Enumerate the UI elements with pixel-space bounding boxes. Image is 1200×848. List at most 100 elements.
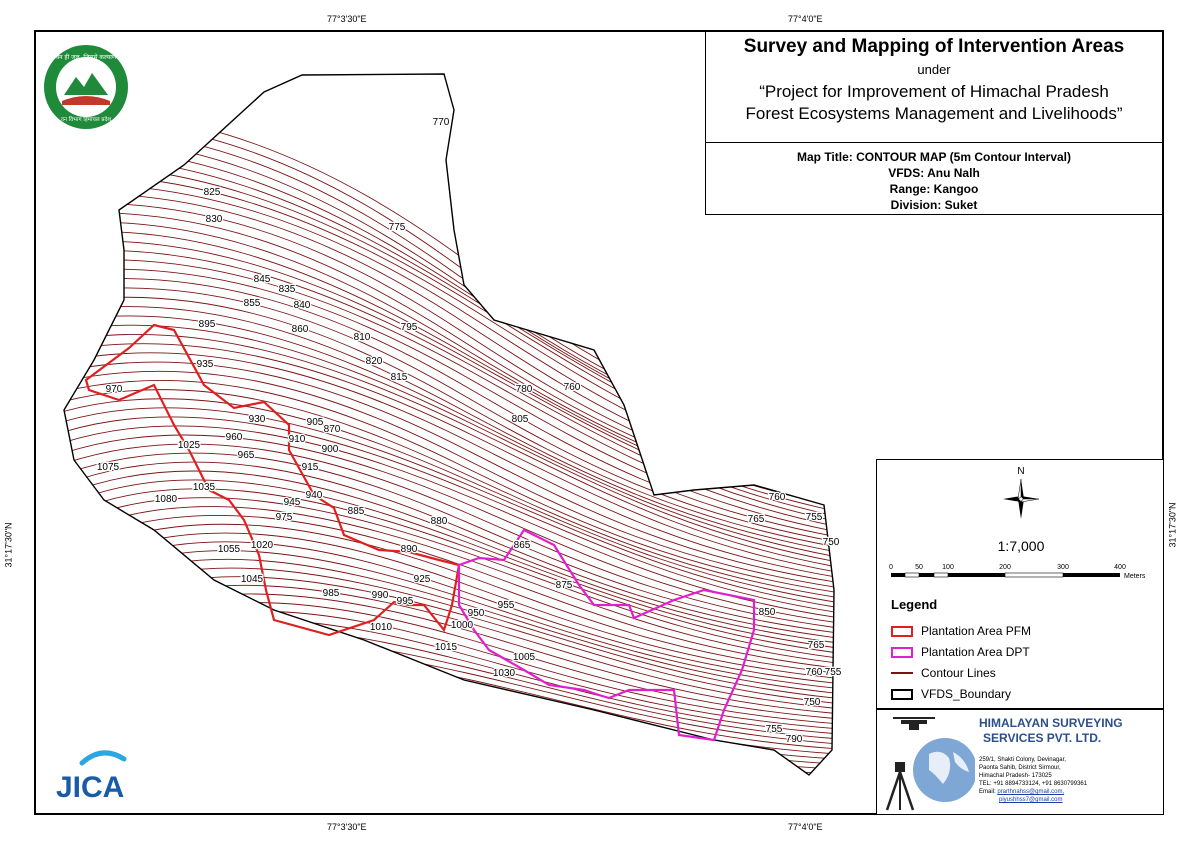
contour-line [64,452,834,636]
contour-label: 915 [302,462,319,473]
contour-label: 1020 [251,540,274,551]
contour-label: 1075 [97,462,120,473]
forest-department-seal-logo: वन ही जल, जिससे कल्याण वन विभाग हिमाचल प… [44,45,128,129]
legend-item-contour: Contour Lines [891,665,996,681]
contour-line [64,259,834,531]
contour-line [64,389,834,601]
contour-label: 1000 [451,620,474,631]
contour-label: 775 [389,222,406,233]
contour-label: 890 [401,544,418,555]
contour-label: 885 [348,506,365,517]
contour-line [64,352,834,581]
contour-label: 840 [294,300,311,311]
contour-label: 860 [292,324,309,335]
division-text: Division: Suket [890,198,978,212]
scale-tick-label: 400 [1114,564,1126,571]
contour-line [64,361,834,586]
contour-label: 950 [468,608,485,619]
contour-label: 765 [748,514,765,525]
company-panel: HIMALAYAN SURVEYING SERVICES PVT. LTD. 2… [876,709,1164,815]
contour-label: 805 [512,414,529,425]
vfds-boundary [63,73,835,776]
contour-label: 845 [254,274,271,285]
contour-label: 975 [276,512,293,523]
coord-bottom-left: 77°3'30"E [327,822,367,832]
scale-tick-label: 0 [889,564,893,571]
scale-tick-label: 200 [999,564,1011,571]
contour-line [64,479,834,651]
map-frame [34,30,1164,815]
contour-line [64,343,834,576]
contour-label: 820 [366,356,383,367]
scale-tick-label: 100 [942,564,954,571]
surveyor-drone-globe-icon [885,717,975,811]
contour-label: 995 [397,596,414,607]
contour-line [64,497,834,661]
boundary-swatch [891,688,913,700]
contour-line [64,278,834,541]
coord-bottom-right: 77°4'0"E [788,822,823,832]
contour-label: 790 [786,734,803,745]
contour-line [69,550,834,691]
scale-tick-label: 300 [1057,564,1069,571]
contour-line [64,514,834,671]
contour-label: 985 [323,588,340,599]
contour-label: 1030 [493,668,516,679]
legend-item-dpt: Plantation Area DPT [891,644,1030,660]
scale-bar: 0 50 100 200 300 400 Meters [889,564,1146,580]
plantation-pfm-area [84,323,461,637]
contour-label: 935 [197,359,214,370]
svg-text:JICA: JICA [56,771,124,804]
contour-line [64,370,834,591]
legend-item-pfm: Plantation Area PFM [891,623,1031,639]
north-label: N [1017,466,1025,477]
contour-label: 875 [556,580,573,591]
contour-label: 755 [766,724,783,735]
address-line: Himachal Pradesh- 173025 [979,773,1052,779]
contour-line [64,443,834,631]
legend-item-boundary: VFDS_Boundary [891,686,1011,702]
contour-label: 1025 [178,440,201,451]
contour-line [64,470,834,646]
contour-label: 1045 [241,574,264,585]
dpt-swatch [891,646,913,658]
company-address: 259/1, Shakti Colony, Devinagar, Paonta … [979,756,1087,804]
contour-label: 750 [804,697,821,708]
email-label: Email: [979,789,996,795]
contour-label: 970 [106,384,123,395]
coord-top-left: 77°3'30"E [327,14,367,24]
company-name-line2: SERVICES PVT. LTD. [983,731,1102,745]
contour-map[interactable]: 770 775 825 830 835 845 855 840 860 810 820 815 795 7… [34,30,1164,815]
contour-label: 900 [322,444,339,455]
scale-unit: Meters [1124,573,1146,580]
contour-label: 1080 [155,494,178,505]
contour-label: 770 [433,117,450,128]
contour-label: 1005 [513,652,536,663]
jica-logo: JICA [56,750,127,804]
contour-label: 810 [354,332,371,343]
contour-label: 765 [808,640,825,651]
contour-label: 1035 [193,482,216,493]
plantation-dpt-area [457,528,756,742]
contour-label: 1055 [218,544,241,555]
contour-line [64,287,834,546]
contour-label: 815 [391,372,408,383]
email-link[interactable]: prarthnahss@gmail.com, [997,789,1065,795]
contour-label: 880 [431,516,448,527]
legend-title: Legend [891,597,938,612]
contour-label: 1015 [435,642,458,653]
contour-label: 865 [514,540,531,551]
north-arrow: N [1001,466,1041,524]
contour-line [64,523,834,676]
contour-line [64,398,834,606]
pfm-swatch [891,625,913,637]
project-title-line1: “Project for Improvement of Himachal Pra… [759,82,1109,101]
contour-line [64,268,834,536]
legend-label: Contour Lines [921,666,996,680]
legend-label: Plantation Area PFM [921,624,1032,638]
contour-label: 830 [206,214,223,225]
email-link[interactable]: piyushhss7@gmail.com [999,797,1063,803]
map-info-box: Map Title: CONTOUR MAP (5m Contour Inter… [705,142,1163,215]
contour-label: 750 [823,537,840,548]
contour-label: 990 [372,590,389,601]
